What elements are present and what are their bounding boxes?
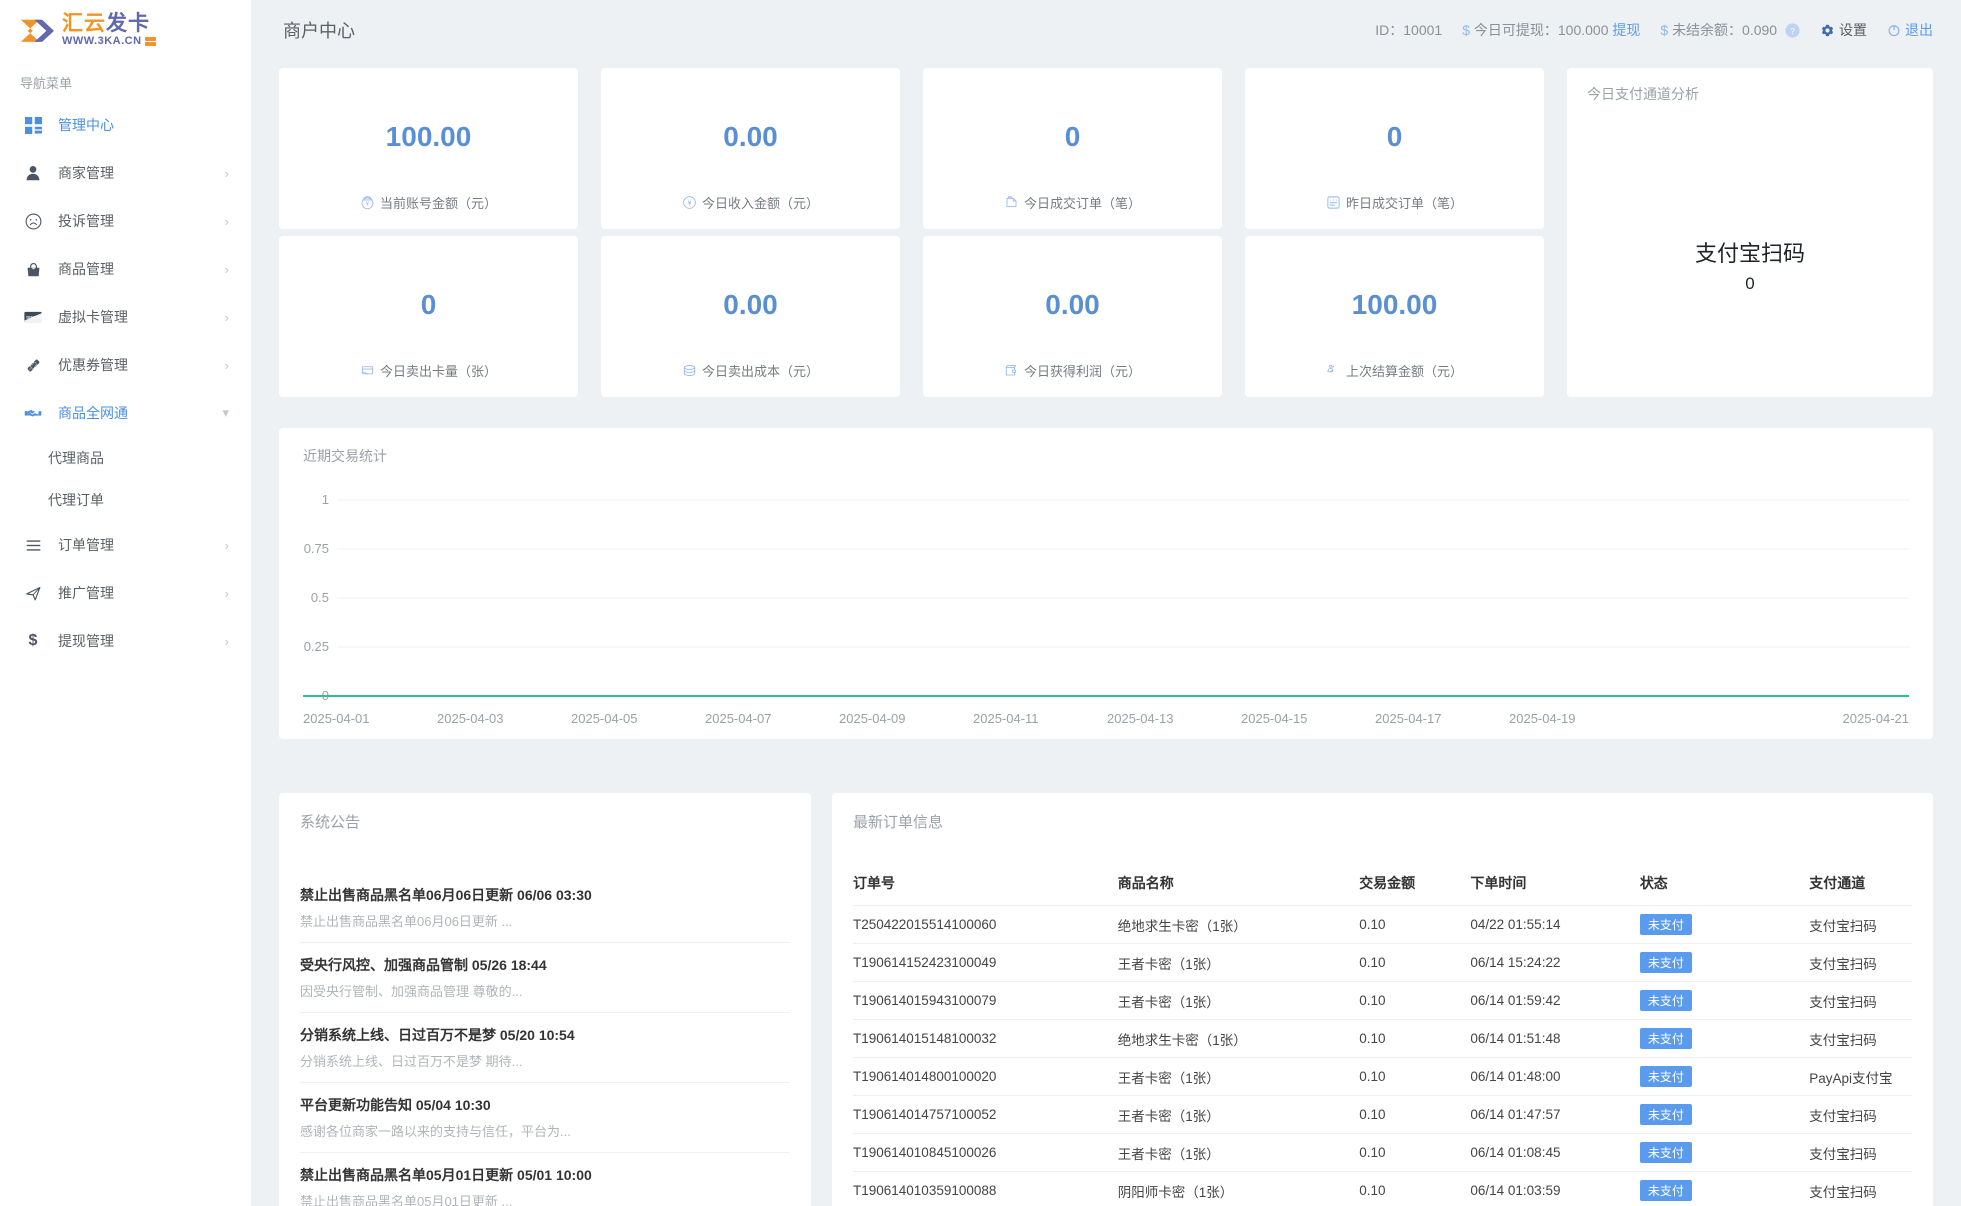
svg-text:2025-04-03: 2025-04-03 [437, 711, 504, 726]
svg-text:2025-04-21: 2025-04-21 [1843, 711, 1910, 726]
svg-text:2025-04-15: 2025-04-15 [1241, 711, 1308, 726]
svg-text:0.5: 0.5 [311, 590, 329, 605]
svg-text:0.25: 0.25 [304, 639, 329, 654]
svg-text:¥: ¥ [366, 202, 369, 208]
svg-text:2025-04-07: 2025-04-07 [705, 711, 772, 726]
svg-text:2025-04-19: 2025-04-19 [1509, 711, 1576, 726]
svg-text:?: ? [1790, 26, 1795, 35]
svg-text:0.75: 0.75 [304, 541, 329, 556]
svg-text:2025-04-13: 2025-04-13 [1107, 711, 1174, 726]
svg-text:¥: ¥ [688, 201, 692, 207]
svg-text:DISC VER: DISC VER [26, 314, 42, 319]
svg-text:2025-04-17: 2025-04-17 [1375, 711, 1442, 726]
svg-text:2025-04-01: 2025-04-01 [303, 711, 370, 726]
svg-text:2025-04-09: 2025-04-09 [839, 711, 906, 726]
svg-text:2025-04-05: 2025-04-05 [571, 711, 638, 726]
svg-text:2025-04-11: 2025-04-11 [973, 711, 1039, 726]
svg-text:1: 1 [322, 492, 329, 507]
